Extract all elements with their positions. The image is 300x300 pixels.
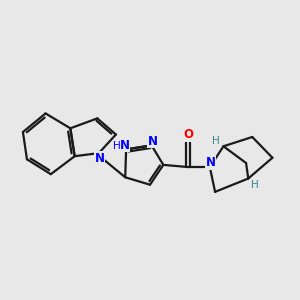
Text: H: H bbox=[212, 136, 220, 146]
Text: N: N bbox=[94, 152, 104, 165]
Text: H: H bbox=[113, 141, 121, 151]
Text: O: O bbox=[184, 128, 194, 141]
Text: N: N bbox=[206, 156, 216, 169]
Text: N: N bbox=[120, 139, 130, 152]
Text: H: H bbox=[251, 180, 259, 190]
Text: N: N bbox=[148, 134, 158, 148]
